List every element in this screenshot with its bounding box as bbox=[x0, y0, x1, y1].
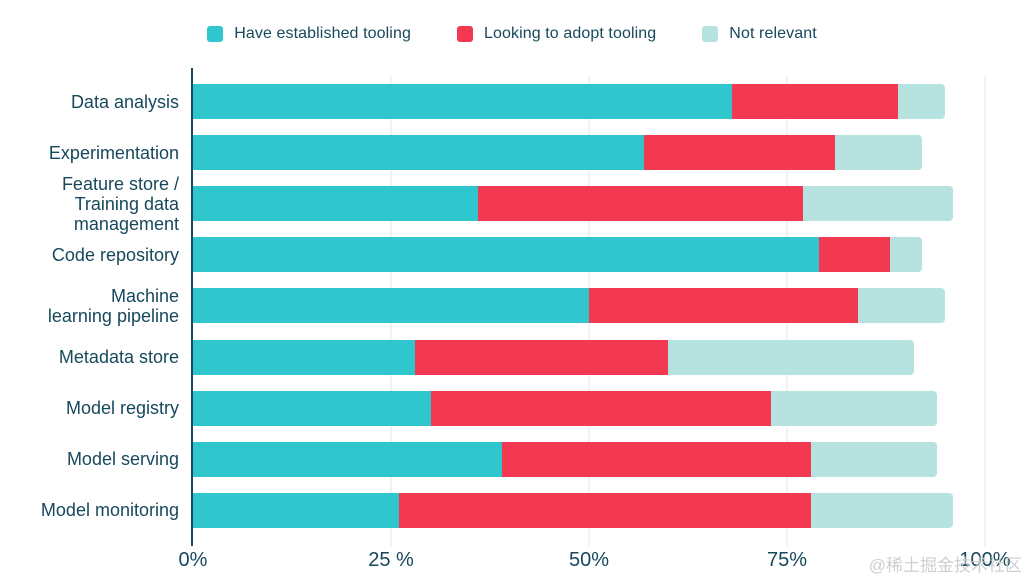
chart-row: Feature store / Training data management bbox=[62, 174, 985, 234]
bar-segment-adopt bbox=[478, 186, 803, 222]
chart-row: Model serving bbox=[67, 434, 985, 485]
bar-segment-established bbox=[193, 84, 732, 120]
legend-swatch-icon bbox=[207, 26, 224, 42]
bar-segment-not-relevant bbox=[810, 441, 938, 477]
bar-segment-not-relevant bbox=[834, 135, 922, 171]
x-tick-label: 100% bbox=[959, 549, 1011, 571]
gridline bbox=[984, 76, 986, 546]
legend-swatch-icon bbox=[456, 26, 473, 42]
bar-segment-adopt bbox=[414, 339, 669, 375]
bar-segment-not-relevant bbox=[897, 84, 946, 120]
category-label: Model serving bbox=[66, 449, 179, 470]
bar-segment-adopt bbox=[501, 441, 811, 477]
category-label: Data analysis bbox=[70, 91, 179, 112]
category-label: Machine learning pipeline bbox=[47, 285, 179, 326]
legend-swatch-icon bbox=[702, 26, 719, 42]
bar-track bbox=[193, 441, 985, 477]
y-axis-line bbox=[191, 68, 193, 546]
bar-track bbox=[193, 492, 985, 528]
legend-label: Looking to adopt tooling bbox=[483, 25, 657, 42]
bar-segment-adopt bbox=[589, 288, 859, 324]
bar-segment-established bbox=[193, 288, 589, 324]
bar-segment-established bbox=[193, 237, 819, 273]
bar-segment-established bbox=[193, 390, 431, 426]
legend-item: Have established tooling bbox=[207, 25, 411, 43]
bar-segment-established bbox=[193, 186, 479, 222]
bar-track bbox=[193, 186, 985, 222]
bar-segment-established bbox=[193, 441, 502, 477]
x-axis-ticks: 0% 25 % 50% 75% 100% bbox=[179, 549, 1011, 573]
category-label: Feature store / Training data management bbox=[61, 173, 179, 234]
bar-segment-established bbox=[193, 135, 645, 171]
bar-track bbox=[193, 84, 985, 120]
bar-segment-not-relevant bbox=[889, 237, 922, 273]
bar-track bbox=[193, 288, 985, 324]
chart-row: Metadata store bbox=[59, 332, 985, 383]
watermark: @稀土掘金技术社区 bbox=[868, 556, 1022, 575]
bar-segment-not-relevant bbox=[810, 492, 954, 528]
category-label: Model registry bbox=[65, 398, 179, 419]
legend-label: Not relevant bbox=[729, 25, 817, 42]
bar-track bbox=[193, 390, 985, 426]
legend-item: Not relevant bbox=[702, 25, 817, 43]
category-label: Experimentation bbox=[48, 142, 179, 163]
x-tick-label: 25 % bbox=[368, 549, 414, 571]
x-tick-label: 75% bbox=[766, 549, 808, 571]
chart-row: Model registry bbox=[66, 383, 985, 434]
chart-row: Code repository bbox=[52, 229, 985, 280]
chart-rows: Data analysis Experimentation Feature stor… bbox=[41, 76, 985, 536]
bar-track bbox=[193, 339, 985, 375]
bar-segment-not-relevant bbox=[858, 288, 946, 324]
bar-segment-not-relevant bbox=[668, 339, 914, 375]
bar-segment-adopt bbox=[430, 390, 772, 426]
bar-segment-adopt bbox=[398, 492, 811, 528]
category-label: Model monitoring bbox=[40, 500, 179, 521]
bar-segment-adopt bbox=[818, 237, 890, 273]
legend: Have established tooling Looking to adopt… bbox=[0, 25, 1024, 43]
bar-segment-established bbox=[193, 339, 415, 375]
x-tick-label: 0% bbox=[178, 549, 208, 571]
legend-item: Looking to adopt tooling bbox=[456, 25, 657, 43]
chart-row: Machine learning pipeline bbox=[48, 280, 985, 331]
category-label: Metadata store bbox=[58, 347, 179, 368]
plot-area: Data analysis Experimentation Feature stor… bbox=[41, 68, 1011, 571]
chart-row: Data analysis bbox=[71, 76, 985, 127]
chart-row: Experimentation bbox=[49, 127, 985, 178]
bar-track bbox=[193, 237, 985, 273]
bar-segment-not-relevant bbox=[802, 186, 954, 222]
category-label: Code repository bbox=[51, 244, 179, 265]
bar-segment-adopt bbox=[731, 84, 898, 120]
bar-segment-not-relevant bbox=[771, 390, 938, 426]
x-tick-label: 50% bbox=[568, 549, 610, 571]
bar-track bbox=[193, 135, 985, 171]
bar-segment-established bbox=[193, 492, 399, 528]
bar-segment-adopt bbox=[644, 135, 835, 171]
legend-label: Have established tooling bbox=[234, 25, 411, 42]
chart-row: Model monitoring bbox=[41, 485, 985, 536]
